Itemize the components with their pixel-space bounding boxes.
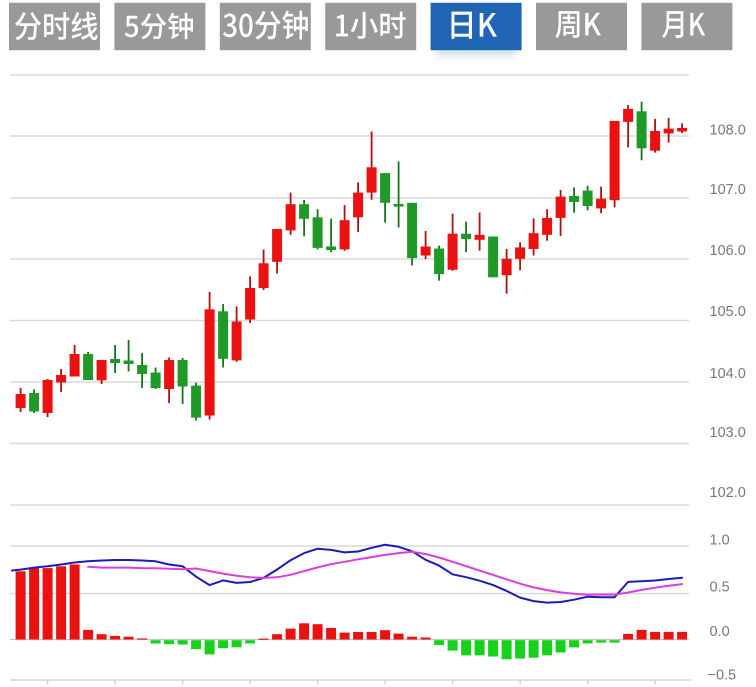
svg-text:0.0: 0.0 <box>710 624 730 640</box>
svg-text:105.0: 105.0 <box>710 304 746 320</box>
svg-text:0.5: 0.5 <box>710 580 730 596</box>
svg-text:1.0: 1.0 <box>710 533 730 549</box>
svg-text:104.0: 104.0 <box>710 366 746 382</box>
svg-text:102.0: 102.0 <box>710 485 746 501</box>
svg-text:106.0: 106.0 <box>710 243 746 259</box>
svg-text:−0.5: −0.5 <box>708 668 737 684</box>
svg-text:108.0: 108.0 <box>710 123 746 139</box>
svg-text:103.0: 103.0 <box>710 425 746 441</box>
svg-text:107.0: 107.0 <box>710 182 746 198</box>
